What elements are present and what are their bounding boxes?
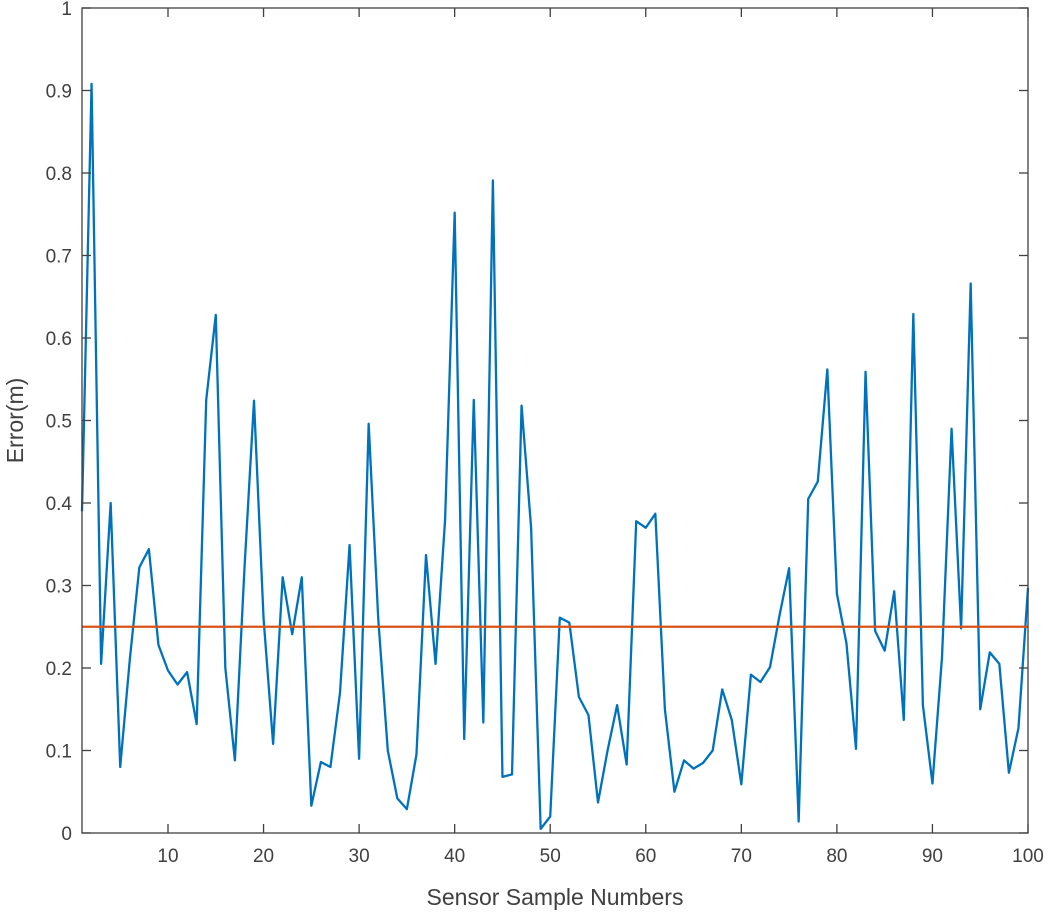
y-tick-label: 0.8 — [46, 164, 72, 185]
x-tick-label: 50 — [540, 846, 561, 867]
x-tick-label: 90 — [922, 846, 943, 867]
error-series-line — [80, 82, 1030, 831]
x-tick-label: 40 — [444, 846, 465, 867]
x-tick-label: 100 — [1012, 846, 1044, 867]
y-tick-label: 0.4 — [46, 494, 73, 515]
x-tick-label: 30 — [349, 846, 370, 867]
y-tick-label: 1 — [61, 0, 72, 20]
y-tick-label: 0.6 — [46, 329, 72, 350]
x-tick-label: 10 — [157, 846, 178, 867]
x-axis-title: Sensor Sample Numbers — [427, 884, 684, 910]
x-tick-label: 80 — [826, 846, 847, 867]
y-axis-title: Error(m) — [2, 378, 28, 464]
y-tick-label: 0.7 — [46, 247, 72, 268]
y-tick-label: 0.2 — [46, 659, 72, 680]
x-tick-label: 20 — [253, 846, 274, 867]
x-tick-label: 60 — [635, 846, 656, 867]
y-tick-label: 0.3 — [46, 577, 72, 598]
axes-layer: 10 20 30 40 50 60 70 80 90 100 0 0.1 0.2 0.3 0.4 0.5 0.6… — [46, 0, 1044, 867]
y-tick-label: 0.9 — [46, 82, 72, 103]
x-tick-label: 70 — [731, 846, 752, 867]
y-tick-label: 0 — [61, 824, 72, 845]
series-layer — [80, 82, 1030, 831]
y-tick-label: 0.1 — [46, 742, 72, 763]
y-tick-label: 0.5 — [46, 412, 72, 433]
